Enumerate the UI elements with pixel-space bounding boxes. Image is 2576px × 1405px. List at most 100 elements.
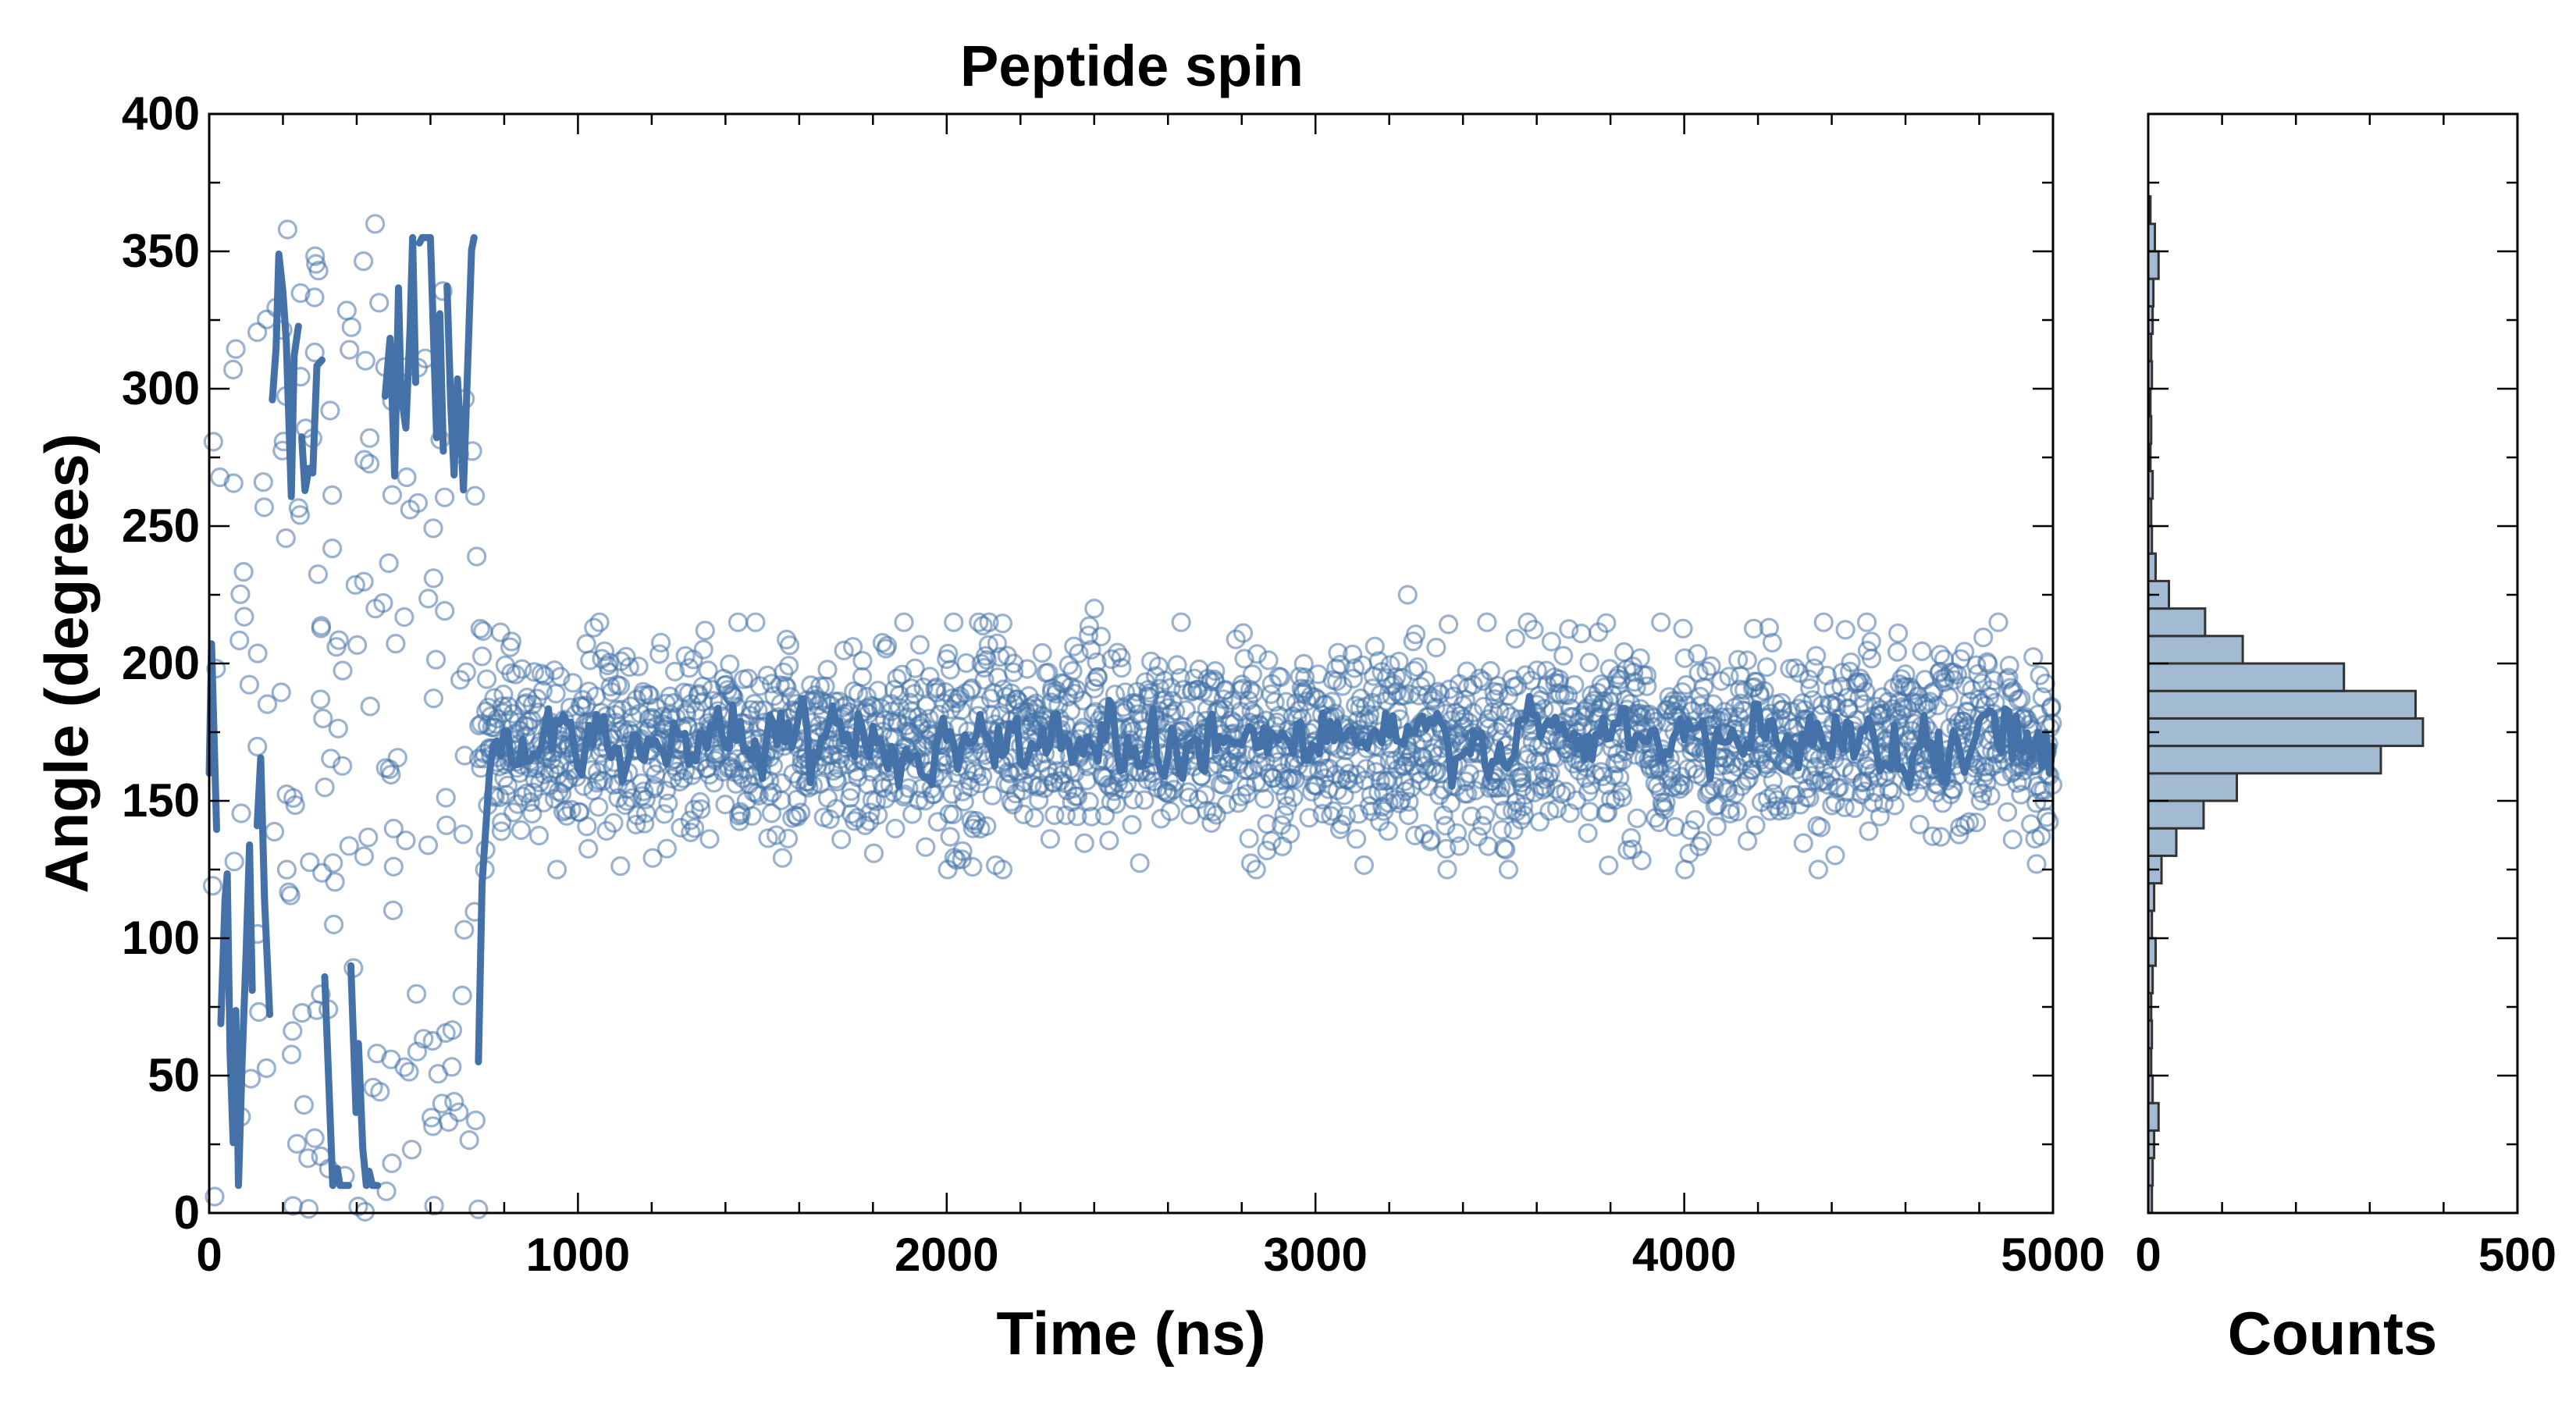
scatter-point — [363, 1077, 383, 1097]
scatter-point — [422, 1116, 443, 1136]
scatter-point — [1738, 831, 1758, 851]
scatter-point — [1280, 823, 1300, 844]
scatter-point — [1515, 665, 1535, 685]
scatter-point — [1970, 791, 1991, 811]
scatter-point — [358, 827, 379, 848]
scatter-point — [1756, 656, 1777, 678]
scatter-point — [1955, 642, 1975, 662]
scatter-point — [584, 617, 604, 638]
scatter-point — [974, 670, 994, 690]
scatter-point — [423, 688, 444, 709]
scatter-point — [1621, 827, 1642, 848]
scatter-point — [382, 900, 404, 920]
scatter-point — [2023, 647, 2044, 667]
scatter-point — [1163, 779, 1184, 800]
scatter-point — [1998, 802, 2018, 822]
scatter-point — [1870, 806, 1890, 827]
scatter-point — [1475, 805, 1496, 826]
scatter-point — [355, 350, 375, 371]
scatter-point — [720, 654, 740, 674]
scatter-point — [1415, 670, 1436, 691]
scatter-point — [423, 518, 443, 539]
scatter-point — [1258, 650, 1279, 670]
scatter-point — [399, 1062, 419, 1082]
scatter-point — [1165, 701, 1186, 721]
scatter-point — [394, 1057, 415, 1077]
scatter-point — [288, 498, 308, 518]
scatter-point — [1489, 701, 1510, 721]
scatter-point — [354, 571, 374, 592]
scatter-point — [383, 818, 404, 839]
scatter-point — [2039, 812, 2059, 832]
scatter-point — [452, 985, 472, 1006]
scatter-point — [649, 644, 670, 664]
scatter-point — [1459, 763, 1480, 784]
scatter-point — [1737, 650, 1757, 670]
scatter-point — [1029, 790, 1049, 810]
scatter-point — [283, 788, 304, 808]
scatter-point — [1173, 679, 1194, 700]
x-tick-label: 5000 — [2001, 1229, 2105, 1281]
scatter-point — [1463, 674, 1483, 695]
scatter-point — [223, 473, 244, 493]
hist-x-tick-label: 0 — [2135, 1229, 2161, 1281]
scatter-point — [206, 658, 226, 679]
scatter-point — [1685, 809, 1706, 830]
scatter-point — [1704, 776, 1724, 797]
y-tick-label: 150 — [122, 774, 200, 827]
scatter-point — [1380, 655, 1400, 675]
scatter-point — [1535, 769, 1555, 789]
scatter-point — [436, 815, 457, 835]
scatter-point — [322, 485, 343, 506]
scatter-point — [1527, 660, 1547, 681]
scatter-point — [1205, 660, 1226, 681]
scatter-point — [1073, 690, 1093, 711]
running-average-line — [415, 233, 447, 455]
scatter-point — [425, 649, 447, 670]
scatter-point — [1436, 838, 1457, 859]
scatter-point — [459, 1129, 479, 1151]
scatter-point — [311, 616, 332, 636]
scatter-point — [852, 650, 873, 671]
scatter-point — [650, 632, 671, 653]
scatter-point — [628, 656, 649, 677]
scatter-point — [279, 882, 299, 902]
scatter-point — [1882, 782, 1902, 802]
scatter-point — [442, 1057, 462, 1077]
scatter-point — [1465, 781, 1485, 801]
scatter-point — [1888, 623, 1909, 643]
scatter-point — [1383, 770, 1404, 791]
scatter-point — [1343, 644, 1363, 665]
scatter-point — [809, 676, 831, 696]
scatter-point — [885, 818, 906, 839]
scatter-point — [772, 848, 793, 868]
scatter-point — [523, 782, 543, 802]
scatter-point — [1613, 787, 1633, 808]
histogram-bar — [2147, 689, 2417, 720]
scatter-point — [1024, 808, 1044, 828]
main-plot: 0 1000 2000 3000 4000 5000 0 50 100 150 200 250 300 3… — [32, 87, 2105, 1368]
scatter-point — [1197, 800, 1217, 821]
scatter-point — [1234, 649, 1254, 669]
scatter-point — [731, 804, 751, 824]
scatter-point — [1532, 780, 1553, 800]
running-average-line — [217, 841, 256, 1190]
scatter-point — [610, 675, 631, 696]
scatter-point — [320, 400, 340, 421]
scatter-point — [492, 812, 512, 833]
scatter-point — [286, 1133, 307, 1154]
scatter-point — [354, 846, 374, 866]
scatter-point — [1401, 744, 1422, 764]
scatter-point — [290, 283, 311, 304]
scatter-point — [1067, 806, 1087, 827]
scatter-point — [436, 788, 456, 808]
scatter-point — [401, 1140, 422, 1160]
scatter-point — [1502, 669, 1522, 689]
scatter-point — [292, 1002, 312, 1023]
scatter-point — [1579, 653, 1599, 673]
scatter-point — [909, 635, 930, 655]
scatter-point — [1719, 667, 1739, 687]
scatter-point — [257, 694, 278, 714]
scatter-point — [1799, 669, 1819, 689]
